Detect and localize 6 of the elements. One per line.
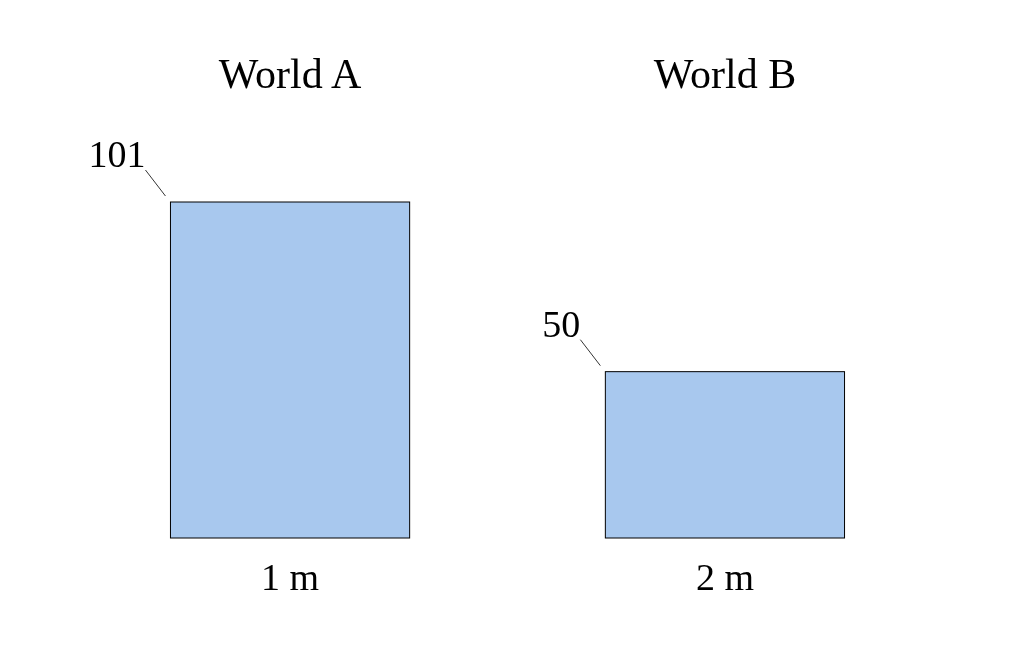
- x-tick-label: 2 m: [695, 556, 754, 598]
- text: World B: [653, 51, 797, 97]
- data-label: 50: [542, 302, 581, 345]
- x-tick-label: 1 m: [261, 556, 320, 598]
- data-label: 101: [88, 133, 146, 175]
- text: World A: [218, 51, 362, 97]
